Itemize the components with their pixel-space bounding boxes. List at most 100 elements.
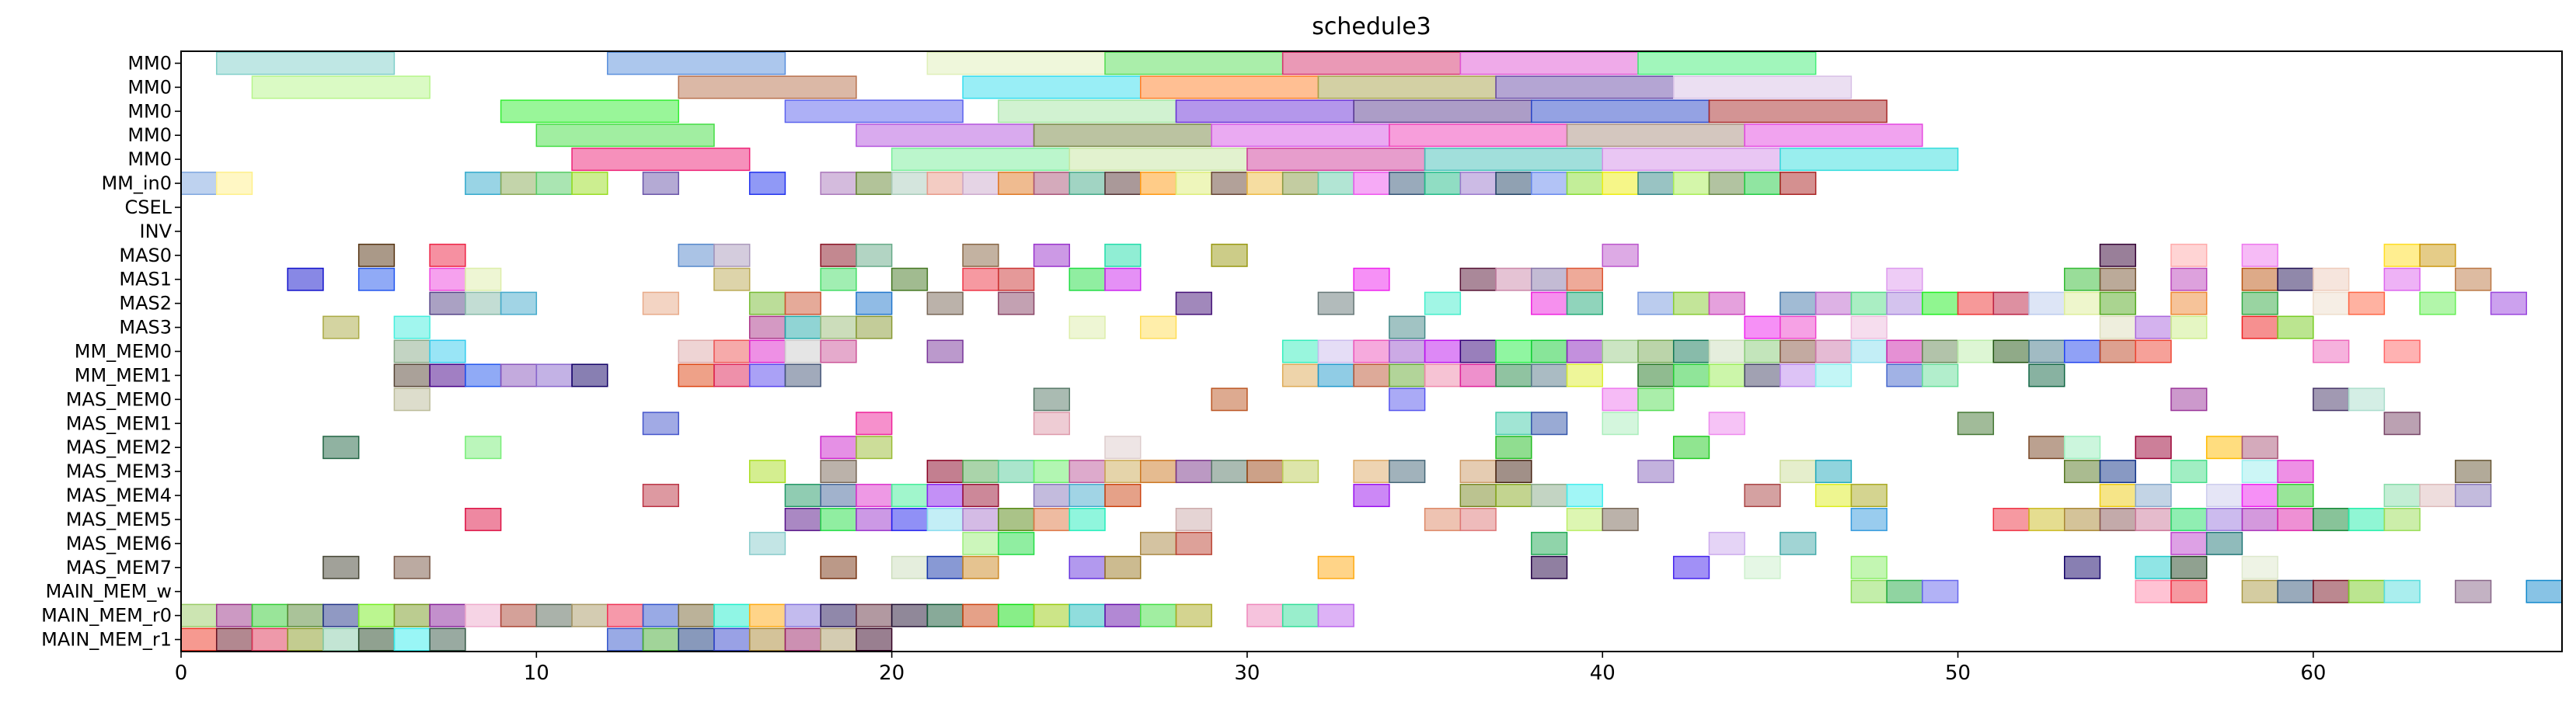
task-bar [1424, 339, 1462, 363]
task-bar [2064, 339, 2101, 363]
task-bar [1424, 148, 1604, 172]
task-bar [2064, 555, 2101, 579]
task-bar [1459, 51, 1639, 75]
task-bar [1886, 267, 1923, 291]
task-bar [713, 339, 751, 363]
task-bar [251, 627, 288, 652]
task-bar [678, 339, 715, 363]
task-bar [1317, 172, 1354, 196]
task-bar [1531, 172, 1568, 196]
task-bar [1672, 555, 1710, 579]
task-bar [713, 243, 751, 267]
task-bar [820, 436, 857, 460]
y-tick-label: CSEL [124, 196, 172, 218]
task-bar [2135, 507, 2172, 531]
y-tick-label: INV [140, 221, 173, 242]
task-bar [1317, 339, 1354, 363]
task-bar [1281, 339, 1319, 363]
task-bar [2525, 579, 2563, 603]
x-tick-label: 10 [524, 662, 549, 685]
task-bar [998, 267, 1035, 291]
task-bar [748, 172, 786, 196]
task-bar [998, 507, 1035, 531]
task-bar [2170, 387, 2208, 412]
task-bar [1495, 75, 1675, 99]
task-bar [2028, 339, 2065, 363]
task-bar [571, 148, 751, 172]
task-bar [784, 99, 964, 123]
task-bar [215, 627, 253, 652]
task-bar [2348, 579, 2386, 603]
task-bar [2099, 267, 2136, 291]
task-bar [1246, 172, 1284, 196]
task-bar [2028, 291, 2065, 315]
task-bar [1389, 387, 1426, 412]
task-bar [2348, 387, 2386, 412]
task-bar [1246, 603, 1284, 627]
task-bar [962, 531, 999, 555]
task-bar [1850, 579, 1888, 603]
task-bar [1495, 339, 1532, 363]
task-bar [1281, 51, 1462, 75]
task-bar [1495, 363, 1532, 387]
task-bar [1353, 339, 1390, 363]
task-bar [322, 555, 360, 579]
task-bar [1033, 243, 1071, 267]
task-bar [2135, 555, 2172, 579]
task-bar [962, 507, 999, 531]
task-bar [678, 627, 715, 652]
task-bar [1211, 387, 1248, 412]
task-bar [820, 243, 857, 267]
task-bar [1744, 363, 1781, 387]
task-bar [1779, 339, 1817, 363]
task-bar [215, 51, 396, 75]
task-bar [642, 172, 679, 196]
task-bar [2170, 315, 2208, 339]
task-bar [1317, 291, 1354, 315]
task-bar [1068, 267, 1106, 291]
task-bar [856, 123, 1035, 148]
task-bar [784, 627, 821, 652]
task-bar [1708, 531, 1745, 555]
x-tick-label: 30 [1234, 662, 1260, 685]
task-bar [1708, 363, 1745, 387]
task-bar [2241, 291, 2278, 315]
task-bar [1957, 291, 1995, 315]
task-bar [678, 363, 715, 387]
task-bar [1211, 243, 1248, 267]
task-bar [678, 243, 715, 267]
task-bar [2241, 579, 2278, 603]
y-tick-label: MAS_MEM4 [66, 485, 172, 506]
task-bar [1992, 339, 2030, 363]
task-bar [357, 627, 396, 652]
task-bar [962, 603, 999, 627]
task-bar [1033, 484, 1071, 507]
task-bar [784, 363, 821, 387]
task-bar [2490, 291, 2528, 315]
task-bar [998, 531, 1035, 555]
x-tick-label: 60 [2300, 662, 2326, 685]
task-bar [926, 291, 964, 315]
task-bar [1922, 579, 1959, 603]
task-bar [180, 627, 218, 652]
task-bar [1922, 363, 1959, 387]
y-tick-label: MAIN_MEM_w [46, 581, 172, 603]
task-bar [1744, 315, 1781, 339]
y-tick-label: MAS_MEM3 [66, 460, 172, 482]
task-bar [393, 315, 430, 339]
task-bar [1104, 267, 1142, 291]
task-bar [2277, 315, 2314, 339]
task-bar [1637, 339, 1675, 363]
task-bar [998, 460, 1035, 484]
task-bar [1886, 363, 1923, 387]
task-bar [2313, 267, 2350, 291]
task-bar [2277, 460, 2314, 484]
task-bar [1175, 460, 1212, 484]
task-bar [1992, 507, 2030, 531]
task-bar [998, 603, 1035, 627]
task-bar [2099, 460, 2136, 484]
task-bar [1708, 172, 1745, 196]
task-bar [429, 243, 466, 267]
task-bar [891, 603, 929, 627]
task-bar [1281, 172, 1319, 196]
